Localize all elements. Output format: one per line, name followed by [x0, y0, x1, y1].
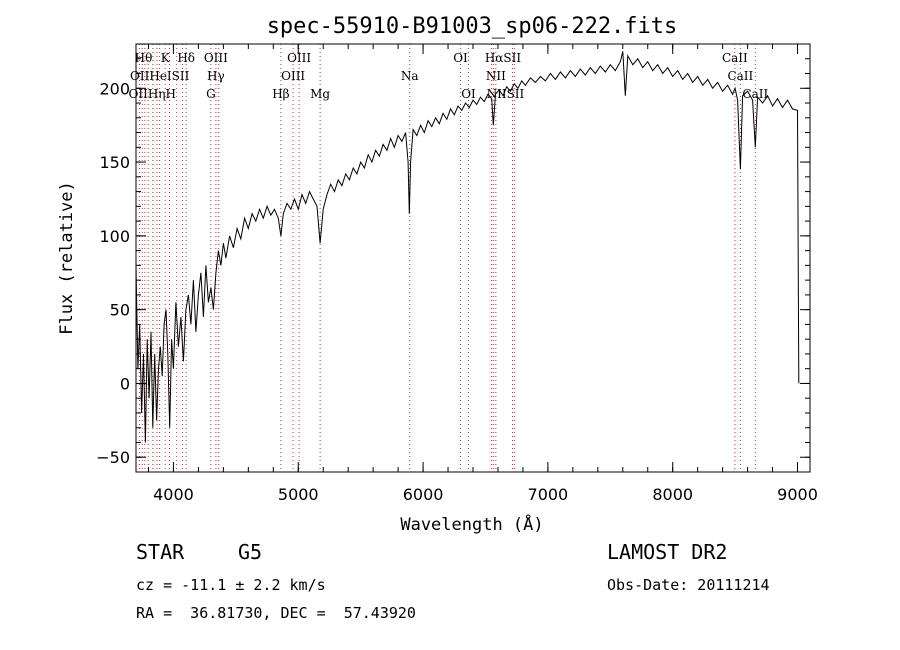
redshift-velocity: cz = -11.1 ± 2.2 km/s: [136, 576, 326, 594]
line-label-0: Hθ: [135, 51, 153, 65]
line-label-2: Hδ: [177, 51, 195, 65]
survey-name: LAMOST DR2: [607, 540, 728, 564]
line-label-3: OIII: [204, 51, 228, 65]
spectrum-line-0: [135, 51, 800, 443]
spectrum-series: [135, 51, 800, 443]
object-subclass: G5: [238, 540, 263, 564]
x-tick-label-5: 9000: [777, 485, 818, 504]
line-label-10: OIII: [281, 69, 305, 83]
y-tick-label-1: 0: [120, 374, 130, 393]
y-axis-label: Flux (relative): [57, 181, 77, 335]
x-axis-label: Wavelength (Å): [400, 513, 543, 535]
line-label-15: G: [206, 87, 216, 101]
line-label-12: NII: [486, 69, 506, 83]
line-label-17: Mg: [310, 87, 330, 101]
chart-title: spec-55910-B91003_sp06-222.fits: [267, 14, 678, 39]
line-label-7: CaII: [722, 51, 748, 65]
line-label-6: HαSII: [485, 51, 522, 65]
line-label-5: OI: [453, 51, 468, 65]
emission-line-labels: Hθ K Hδ OIII OIII OI HαSII CaII OIIHeISII Hγ OIII N…: [129, 51, 769, 101]
line-label-14: OIIHηH: [129, 87, 176, 101]
y-tick-label-5: 200: [99, 79, 130, 98]
line-label-20: CaII: [742, 87, 768, 101]
y-tick-label-2: 50: [110, 301, 130, 320]
x-tick-label-2: 6000: [403, 485, 444, 504]
x-tick-label-3: 7000: [528, 485, 569, 504]
line-label-9: Hγ: [207, 69, 225, 83]
x-tick-label-1: 5000: [278, 485, 319, 504]
line-label-13: CaII: [727, 69, 753, 83]
x-tick-label-4: 8000: [652, 485, 693, 504]
line-label-8: OIIHeISII: [130, 69, 190, 83]
line-label-19: NIISII: [487, 87, 525, 101]
line-label-4: OIII: [287, 51, 311, 65]
y-tick-label-4: 150: [99, 153, 130, 172]
axes: 4000 5000 6000 7000 8000 9000 −50 0 50 100 150 200: [96, 43, 818, 504]
line-label-16: Hβ: [272, 87, 289, 101]
y-tick-label-3: 100: [99, 227, 130, 246]
emission-line-markers: [138, 44, 756, 472]
x-tick-label-0: 4000: [153, 485, 194, 504]
line-label-1: K: [161, 51, 171, 65]
line-label-11: Na: [401, 69, 419, 83]
y-tick-label-0: −50: [96, 448, 130, 467]
observation-date: Obs-Date: 20111214: [607, 576, 770, 594]
line-label-18: OI: [461, 87, 476, 101]
object-class: STAR: [136, 540, 185, 564]
plot-frame: [135, 43, 811, 473]
coordinates: RA = 36.81730, DEC = 57.43920: [136, 604, 416, 622]
